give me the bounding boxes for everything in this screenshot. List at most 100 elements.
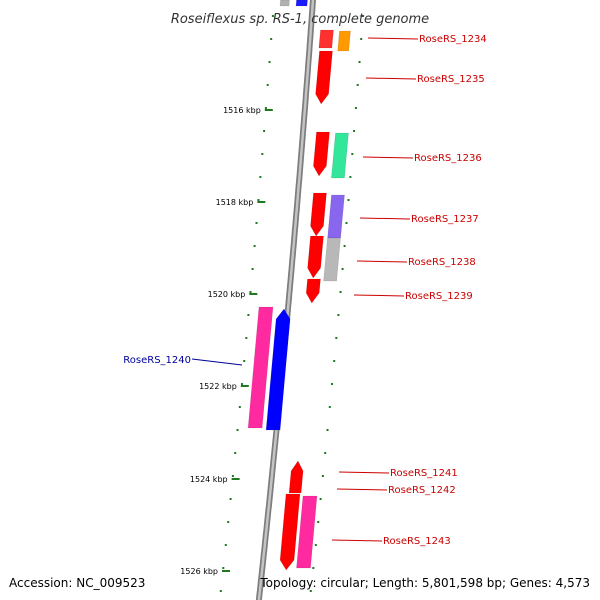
inner-guide-dot	[255, 222, 258, 224]
kbp-label: 1526 kbp	[180, 567, 218, 576]
gene-arrow	[310, 192, 327, 237]
inner-guide-dot	[257, 199, 260, 201]
kbp-label: 1524 kbp	[190, 475, 228, 484]
inner-guide-dot	[241, 383, 243, 385]
outer-guide-dot	[353, 130, 356, 132]
inner-guide-dot	[251, 268, 254, 270]
outer-guide-dot	[343, 245, 346, 247]
inner-guide-dot	[243, 360, 246, 362]
outer-guide-dot	[345, 222, 348, 224]
gene-leader-line	[336, 488, 388, 491]
kbp-label: 1520 kbp	[208, 290, 246, 299]
gene-arrow	[331, 132, 349, 179]
gene-label: RoseRS_1241	[390, 468, 458, 479]
backbone-highlight	[257, 0, 315, 600]
gene-leader-line	[338, 471, 390, 474]
inner-guide-dot	[229, 498, 232, 500]
outer-guide-dot	[337, 314, 340, 316]
inner-guide-dot	[236, 429, 239, 431]
dotted-guides	[219, 15, 364, 592]
outer-guide-dot	[358, 61, 361, 63]
outer-guide-dot	[361, 15, 364, 17]
gene-leader-line	[365, 77, 417, 80]
inner-guide-dot	[234, 452, 237, 454]
kbp-ticks: 1516 kbp 1518 kbp 1520 kbp 1522 kbp 1524 kbp…	[180, 106, 273, 576]
inner-guide-dot	[270, 38, 273, 40]
gene-labels: RoseRS_1234 RoseRS_1235 RoseRS_1236 RoseRS_…	[123, 34, 486, 547]
inner-guide-dot	[259, 176, 262, 178]
outer-guide-dot	[328, 406, 331, 408]
gene-label: RoseRS_1235	[417, 74, 485, 85]
outer-guide-dot	[309, 590, 312, 592]
inner-guide-dot	[231, 475, 234, 477]
inner-guide-dot	[224, 544, 227, 546]
inner-guide-dot	[263, 130, 266, 132]
outer-guide-dot	[339, 291, 342, 293]
inner-guide-dot	[266, 84, 269, 86]
inner-guide-dot	[219, 590, 222, 592]
gene-arrow	[305, 278, 321, 304]
gene-label: RoseRS_1243	[383, 536, 451, 547]
outer-guide-dot	[319, 498, 322, 500]
outer-guide-dot	[356, 84, 359, 86]
gene-arrow	[337, 30, 351, 52]
gene-arrow	[265, 308, 291, 431]
gene-arrow	[288, 460, 304, 494]
inner-guide-dot	[271, 15, 274, 17]
outer-guide-dot	[351, 153, 354, 155]
outer-guide-dot	[312, 567, 315, 569]
gene-arrow	[279, 493, 301, 571]
inner-guide-dot	[264, 107, 267, 109]
gene-leader-line	[356, 260, 408, 263]
inner-guide-dot	[227, 521, 230, 523]
gene-arrow	[315, 50, 333, 105]
genome-backbone	[255, 0, 317, 600]
inner-guide-dot	[245, 337, 248, 339]
gene-arrow	[296, 495, 318, 569]
outer-guide-dot	[354, 107, 357, 109]
outer-guide-dot	[314, 544, 317, 546]
gene-label: RoseRS_1242	[388, 485, 456, 496]
inner-guide-dot	[261, 153, 264, 155]
gene-arrow	[313, 131, 330, 177]
kbp-label: 1516 kbp	[223, 106, 261, 115]
gene-arrow	[318, 29, 334, 49]
outer-guide-dot	[349, 176, 352, 178]
outer-guide-dot	[331, 383, 333, 385]
gene-leader-line	[367, 37, 419, 40]
genome-title: Roseiflexus sp. RS-1, complete genome	[171, 12, 429, 27]
outer-guide-dot	[326, 429, 329, 431]
outer-guide-dot	[317, 521, 320, 523]
gene-leader-line	[331, 539, 383, 542]
inner-guide-dot	[238, 406, 241, 408]
outer-guide-dot	[324, 452, 327, 454]
inner-guide-dot	[268, 61, 271, 63]
gene-label: RoseRS_1238	[408, 257, 476, 268]
gene-arrow	[327, 194, 345, 239]
gene-label: RoseRS_1239	[405, 291, 473, 302]
outer-guide-dot	[321, 475, 324, 477]
outer-guide-dot	[360, 38, 363, 40]
gene-arrow	[307, 235, 324, 279]
kbp-label: 1518 kbp	[216, 198, 254, 207]
outer-guide-dot	[341, 268, 344, 270]
inner-guide-dot	[249, 291, 252, 293]
gene-label: RoseRS_1234	[419, 34, 487, 45]
gene-leader-line	[362, 156, 414, 159]
genome-summary-text: Topology: circular; Length: 5,801,598 bp…	[260, 576, 590, 590]
outer-guide-dot	[347, 199, 350, 201]
gene-label: RoseRS_1237	[411, 214, 479, 225]
gene-arrow	[279, 0, 290, 7]
gene-arrow	[295, 0, 308, 7]
gene-leader-line	[191, 358, 243, 366]
inner-guide-dot	[222, 567, 225, 569]
gene-label: RoseRS_1240	[123, 355, 191, 366]
gene-arrow	[247, 306, 274, 429]
gene-features	[247, 0, 351, 571]
kbp-label: 1522 kbp	[199, 382, 237, 391]
inner-guide-dot	[247, 314, 250, 316]
gene-leader-line	[353, 294, 405, 297]
gene-arrow	[323, 237, 341, 282]
